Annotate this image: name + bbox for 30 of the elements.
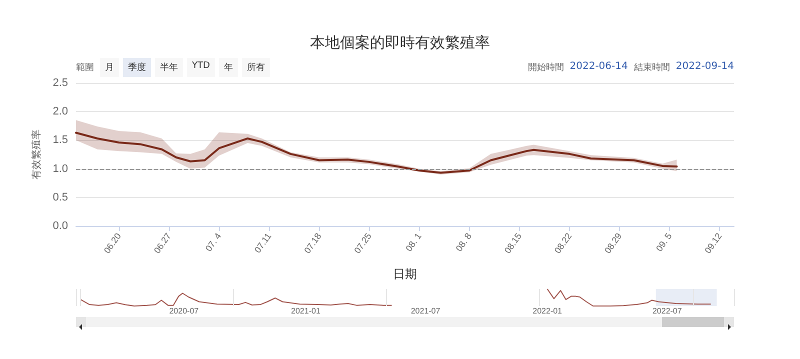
y-tick-label: 2.5 — [52, 77, 68, 89]
x-tick-label: 08. 1 — [404, 231, 424, 254]
text: 2022-09-14 — [676, 61, 734, 74]
x-tick-label: 2021-01 — [291, 306, 321, 316]
y-axis-title: 有效繁殖率 — [30, 130, 42, 180]
text: 月 — [100, 58, 119, 77]
text: 開始時間 — [528, 62, 564, 74]
y-tick-label: 1.5 — [52, 134, 68, 146]
x-axis-title: 日期 — [393, 267, 417, 281]
x-tick-label: 2020-07 — [169, 306, 200, 316]
text: 範圍 — [75, 62, 95, 75]
y-tick-label: 0.5 — [52, 191, 68, 204]
text: 2022-06-14 — [570, 61, 628, 74]
text: 年 — [218, 58, 238, 77]
chart-title: 本地個案的即時有效繁殖率 — [310, 34, 490, 52]
text: 季度 — [123, 58, 151, 77]
x-tick-label: 09. 5 — [654, 231, 674, 254]
x-tick-label: 08. 8 — [454, 231, 474, 254]
x-tick-label: 2021-07 — [410, 306, 441, 316]
text: YTD — [187, 58, 215, 77]
y-tick-label: 0.0 — [52, 220, 68, 232]
x-tick-label: 07. 4 — [203, 231, 224, 254]
text: 結束時間 — [634, 62, 670, 74]
line-series — [75, 132, 678, 174]
x-tick-label: 2022-07 — [652, 306, 682, 316]
text: 所有 — [242, 58, 270, 77]
x-tick-label: 2022-01 — [532, 306, 563, 316]
text: 半年 — [155, 58, 183, 77]
y-tick-label: 2.0 — [52, 106, 68, 118]
y-tick-label: 1.0 — [52, 162, 68, 175]
